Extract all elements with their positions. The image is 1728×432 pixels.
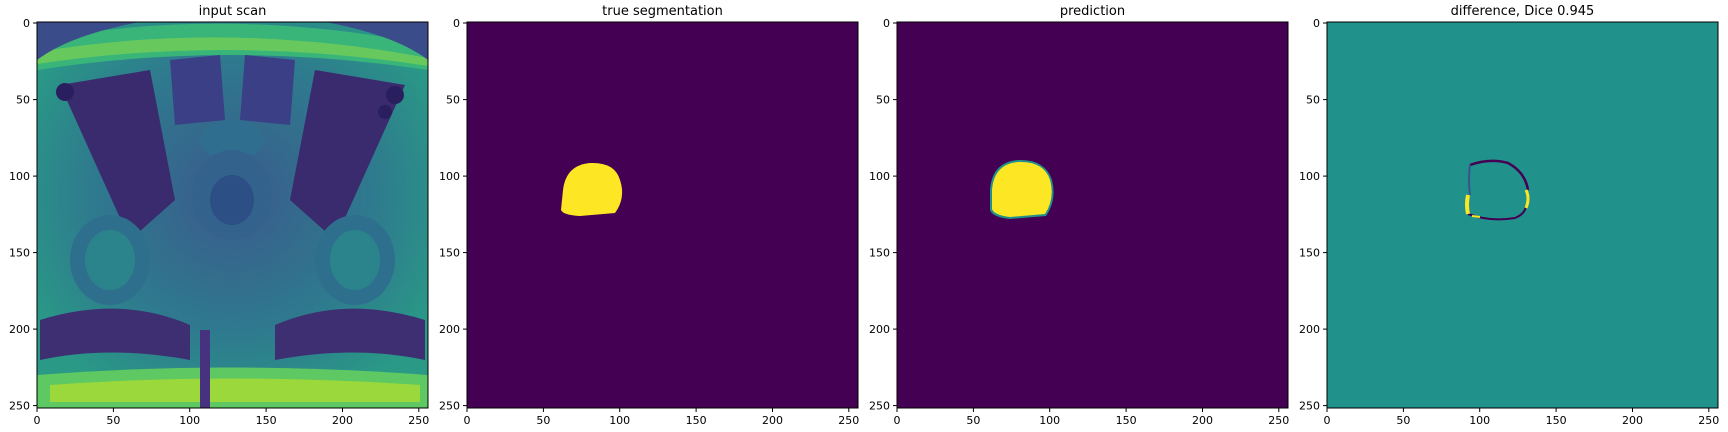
y-tick-label: 50 [16, 94, 30, 107]
x-axis: 0 50 100 150 200 250 [464, 408, 859, 427]
y-tick-label: 250 [869, 400, 890, 413]
y-tick-label: 0 [23, 17, 30, 30]
y-tick-label: 200 [9, 323, 30, 336]
axes-frame [896, 21, 1289, 409]
y-tick-label: 200 [1299, 323, 1320, 336]
axes-frame [1326, 21, 1719, 409]
difference-ring [1465, 159, 1530, 221]
x-tick-label: 0 [1324, 414, 1331, 427]
axes-frame [466, 21, 859, 409]
difference-plot: 0 50 100 150 200 250 0 50 100 150 200 25… [1299, 17, 1719, 427]
y-tick-label: 0 [883, 17, 890, 30]
x-tick-label: 250 [408, 414, 429, 427]
y-tick-label: 0 [1313, 17, 1320, 30]
x-tick-label: 150 [256, 414, 277, 427]
y-axis: 0 50 100 150 200 250 [439, 17, 467, 413]
x-axis: 0 50 100 150 200 250 [1324, 408, 1719, 427]
x-tick-label: 0 [464, 414, 471, 427]
x-tick-label: 200 [762, 414, 783, 427]
x-tick-label: 100 [1039, 414, 1060, 427]
x-tick-label: 50 [106, 414, 120, 427]
x-tick-label: 100 [179, 414, 200, 427]
y-tick-label: 100 [869, 170, 890, 183]
y-tick-label: 50 [446, 94, 460, 107]
x-tick-label: 200 [1622, 414, 1643, 427]
y-tick-label: 250 [1299, 400, 1320, 413]
x-axis: 0 50 100 150 200 250 [34, 408, 429, 427]
true-segmentation-plot: 0 50 100 150 200 250 0 50 100 150 200 25… [439, 17, 859, 427]
y-tick-label: 150 [439, 247, 460, 260]
y-tick-label: 250 [9, 400, 30, 413]
y-tick-label: 50 [1306, 94, 1320, 107]
panel-title: input scan [198, 4, 267, 19]
x-tick-label: 50 [1396, 414, 1410, 427]
x-tick-label: 50 [966, 414, 980, 427]
panel-prediction: prediction 0 50 100 150 200 250 0 [860, 0, 1289, 432]
y-tick-label: 150 [1299, 247, 1320, 260]
y-tick-label: 200 [869, 323, 890, 336]
x-tick-label: 250 [1268, 414, 1289, 427]
y-axis: 0 50 100 150 200 250 [9, 17, 37, 413]
prediction-plot: 0 50 100 150 200 250 0 50 100 150 200 25… [869, 17, 1289, 427]
x-tick-label: 150 [1116, 414, 1137, 427]
panel-difference: difference, Dice 0.945 0 50 100 150 200 … [1290, 0, 1719, 432]
x-tick-label: 100 [1469, 414, 1490, 427]
x-tick-label: 200 [332, 414, 353, 427]
y-tick-label: 150 [869, 247, 890, 260]
axes-frame [36, 21, 429, 409]
x-tick-label: 100 [609, 414, 630, 427]
mask-region [992, 161, 1052, 217]
panel-title: true segmentation [602, 4, 723, 19]
panel-true-segmentation: true segmentation 0 50 100 150 200 250 0 [430, 0, 859, 432]
mri-scan-image [37, 22, 428, 408]
y-tick-label: 100 [9, 170, 30, 183]
y-tick-label: 100 [1299, 170, 1320, 183]
x-tick-label: 0 [34, 414, 41, 427]
mask-background [897, 22, 1288, 408]
x-tick-label: 250 [1698, 414, 1719, 427]
panel-input-scan: input scan [0, 0, 429, 432]
x-axis: 0 50 100 150 200 250 [894, 408, 1289, 427]
y-tick-label: 50 [876, 94, 890, 107]
difference-background [1327, 22, 1718, 408]
x-tick-label: 200 [1192, 414, 1213, 427]
mask-region [561, 162, 623, 216]
y-tick-label: 100 [439, 170, 460, 183]
mask-background [467, 22, 858, 408]
y-tick-label: 150 [9, 247, 30, 260]
x-tick-label: 250 [838, 414, 859, 427]
input-scan-plot: 0 50 100 150 200 250 0 50 100 150 200 25… [9, 17, 429, 427]
y-axis: 0 50 100 150 200 250 [869, 17, 897, 413]
x-tick-label: 150 [1546, 414, 1567, 427]
x-tick-label: 0 [894, 414, 901, 427]
y-tick-label: 200 [439, 323, 460, 336]
y-tick-label: 0 [453, 17, 460, 30]
y-axis: 0 50 100 150 200 250 [1299, 17, 1327, 413]
x-tick-label: 150 [686, 414, 707, 427]
panel-title: prediction [1059, 4, 1126, 19]
panel-title: difference, Dice 0.945 [1450, 4, 1595, 19]
y-tick-label: 250 [439, 400, 460, 413]
x-tick-label: 50 [536, 414, 550, 427]
